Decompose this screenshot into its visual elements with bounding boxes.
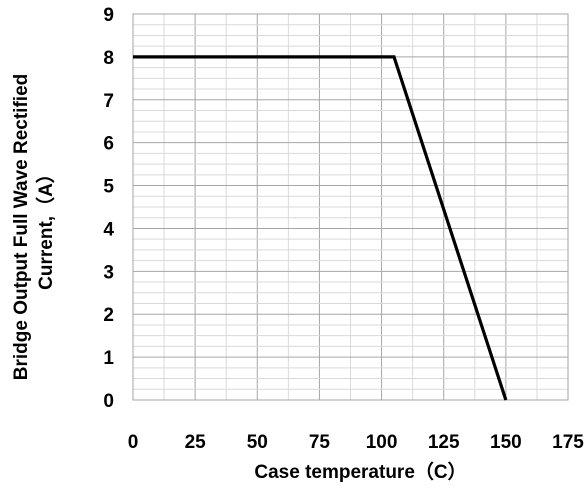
y-tick-label: 8 (103, 48, 114, 69)
x-tick-label: 150 (490, 432, 522, 453)
y-axis-title-line-1: Bridge Output Full Wave Rectified (11, 74, 32, 380)
y-tick-label: 5 (103, 177, 114, 198)
y-tick-label: 6 (103, 134, 114, 155)
x-tick-label: 50 (247, 432, 268, 453)
plot-area (132, 13, 569, 401)
y-tick-label: 2 (103, 305, 114, 326)
y-tick-label: 4 (103, 219, 114, 240)
y-tick-label: 7 (103, 91, 114, 112)
x-tick-label: 100 (366, 432, 398, 453)
x-tick-label: 75 (309, 432, 331, 453)
x-tick-label: 0 (128, 432, 139, 453)
grid (132, 13, 569, 401)
x-tick-label: 25 (185, 432, 207, 453)
y-tick-label: 3 (103, 262, 114, 283)
y-tick-label: 9 (103, 5, 114, 26)
y-axis-title: Bridge Output Full Wave Rectified Curren… (11, 74, 57, 380)
x-tick-label: 125 (428, 432, 460, 453)
x-tick-label: 175 (552, 432, 584, 453)
series-line-0 (133, 55, 508, 401)
series-layer (133, 55, 508, 401)
y-axis-title-line-2: Current,（A） (34, 164, 57, 290)
y-tick-label: 0 (103, 391, 114, 412)
x-tick-labels: 0 25 50 75 100 125 150 175 (128, 432, 585, 453)
y-tick-label: 1 (103, 348, 114, 369)
y-tick-labels: 0 1 2 3 4 5 6 7 8 9 (103, 5, 114, 412)
x-axis-title: Case temperature（C） (254, 460, 466, 483)
